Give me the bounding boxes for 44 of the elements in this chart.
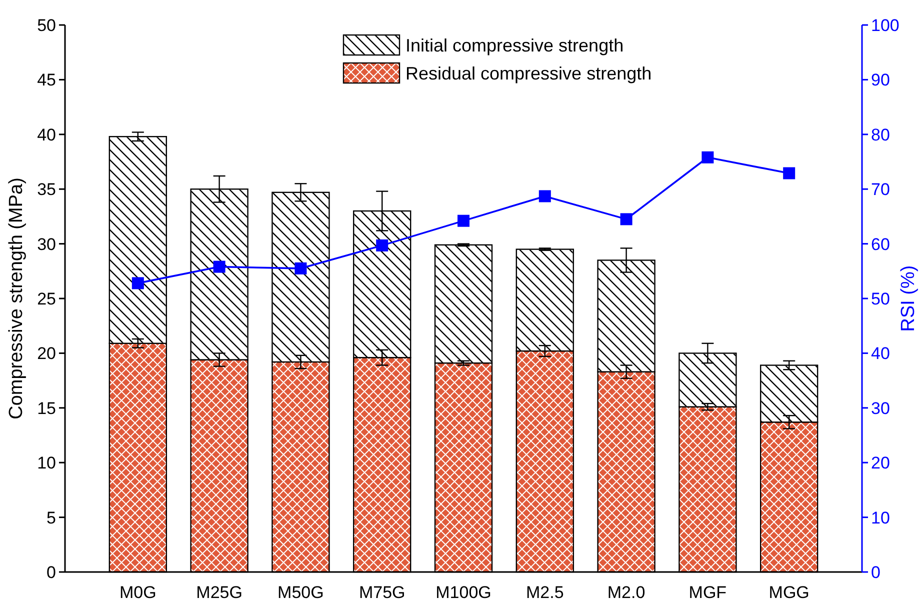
point [783,167,796,180]
y-tick-label: 40 [37,125,56,144]
y2-tick-label: 90 [871,70,890,90]
y-axis-title: Compressive strength (MPa) [6,178,27,420]
y2-tick-label: 70 [871,180,890,200]
legend-label: Initial compressive strength [406,35,624,56]
y-tick-label: 15 [37,398,56,418]
y2-tick-label: 0 [871,562,880,582]
point [538,190,551,202]
point [376,239,388,252]
x-tick-label: M100G [436,583,492,602]
y-tick-label: 45 [37,70,56,90]
y-tick-label: 25 [37,289,56,308]
x-tick-label: M75G [358,583,406,602]
y2-axis-title: RSI (%) [898,265,919,332]
x-tick-label: M2.0 [607,583,646,602]
y2-tick-label: 40 [871,344,890,364]
point [294,262,307,274]
y-tick-label: 35 [37,180,56,200]
x-tick-label: M0G [119,583,156,602]
y2-tick-label: 20 [871,454,890,473]
legend-label: Residual compressive strength [406,63,652,84]
point [458,214,470,227]
point [702,151,714,164]
y2-tick-label: 60 [871,234,890,254]
y-tick-label: 10 [37,454,56,473]
y-tick-label: 20 [37,344,56,364]
point [213,260,226,273]
y2-tick-label: 30 [871,398,890,418]
y-tick-label: 0 [46,562,56,582]
y2-tick-label: 50 [871,289,890,308]
point [620,213,632,226]
x-tick-label: M25G [196,583,242,602]
y-tick-label: 5 [46,508,56,528]
y2-tick-label: 10 [871,508,890,528]
y-tick-label: 30 [37,234,56,254]
point [132,277,144,290]
y2-tick-label: 80 [871,125,890,144]
x-tick-label: M50G [278,583,324,602]
y-tick-label: 50 [37,16,56,35]
y2-tick-label: 100 [871,16,900,35]
x-tick-label: MGG [768,583,810,602]
x-tick-label: M2.5 [526,583,564,602]
x-tick-label: MGF [688,583,727,602]
